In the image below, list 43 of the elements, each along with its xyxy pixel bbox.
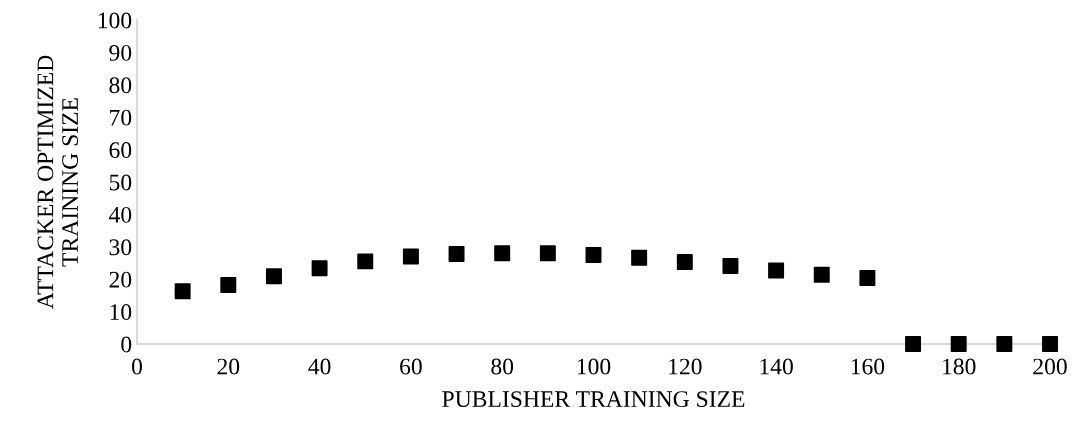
x-tick-label: 80 xyxy=(491,358,514,375)
y-tick-label: 80 xyxy=(109,77,132,94)
y-tick-label: 50 xyxy=(109,174,132,191)
point xyxy=(357,253,374,270)
x-tick-label: 60 xyxy=(400,358,422,375)
point xyxy=(905,336,922,352)
x-tick-label: 100 xyxy=(577,358,611,375)
y-tick-label: 100 xyxy=(98,12,132,29)
y-tick-label: 70 xyxy=(110,109,132,126)
point xyxy=(950,336,967,352)
point xyxy=(631,249,648,266)
point xyxy=(448,245,465,262)
point xyxy=(768,262,785,279)
x-tick-label: 140 xyxy=(760,358,793,375)
point xyxy=(996,336,1013,352)
y-tick-label: 30 xyxy=(109,239,132,256)
x-tick-label: 40 xyxy=(308,358,331,375)
y-tick-label: 40 xyxy=(108,206,132,223)
point xyxy=(859,269,876,286)
point xyxy=(539,245,556,262)
point xyxy=(813,266,830,283)
point xyxy=(402,248,419,265)
y-tick-label: 10 xyxy=(110,304,132,321)
x-axis-title: PUBLISHER TRAINING SIZE xyxy=(442,391,745,408)
point xyxy=(311,260,328,277)
y-tick-label: 90 xyxy=(109,44,132,61)
point xyxy=(220,277,237,294)
x-tick-label: 20 xyxy=(217,358,240,375)
x-tick-label: 180 xyxy=(943,358,976,375)
point xyxy=(1042,336,1058,352)
point xyxy=(585,246,602,263)
x-tick-label: 160 xyxy=(851,358,885,375)
point xyxy=(174,283,191,300)
x-tick-label: 120 xyxy=(669,358,702,375)
point xyxy=(722,257,739,274)
y-axis-title: ATTACKER OPTIMIZED TRAINING SIZE xyxy=(37,55,79,310)
point xyxy=(494,245,511,262)
point xyxy=(265,268,282,285)
x-tick-label: 200 xyxy=(1033,358,1067,375)
y-tick-label: 20 xyxy=(109,271,132,288)
y-tick-label: 0 xyxy=(121,336,132,353)
point xyxy=(676,254,693,271)
y-tick-label: 60 xyxy=(109,142,132,159)
